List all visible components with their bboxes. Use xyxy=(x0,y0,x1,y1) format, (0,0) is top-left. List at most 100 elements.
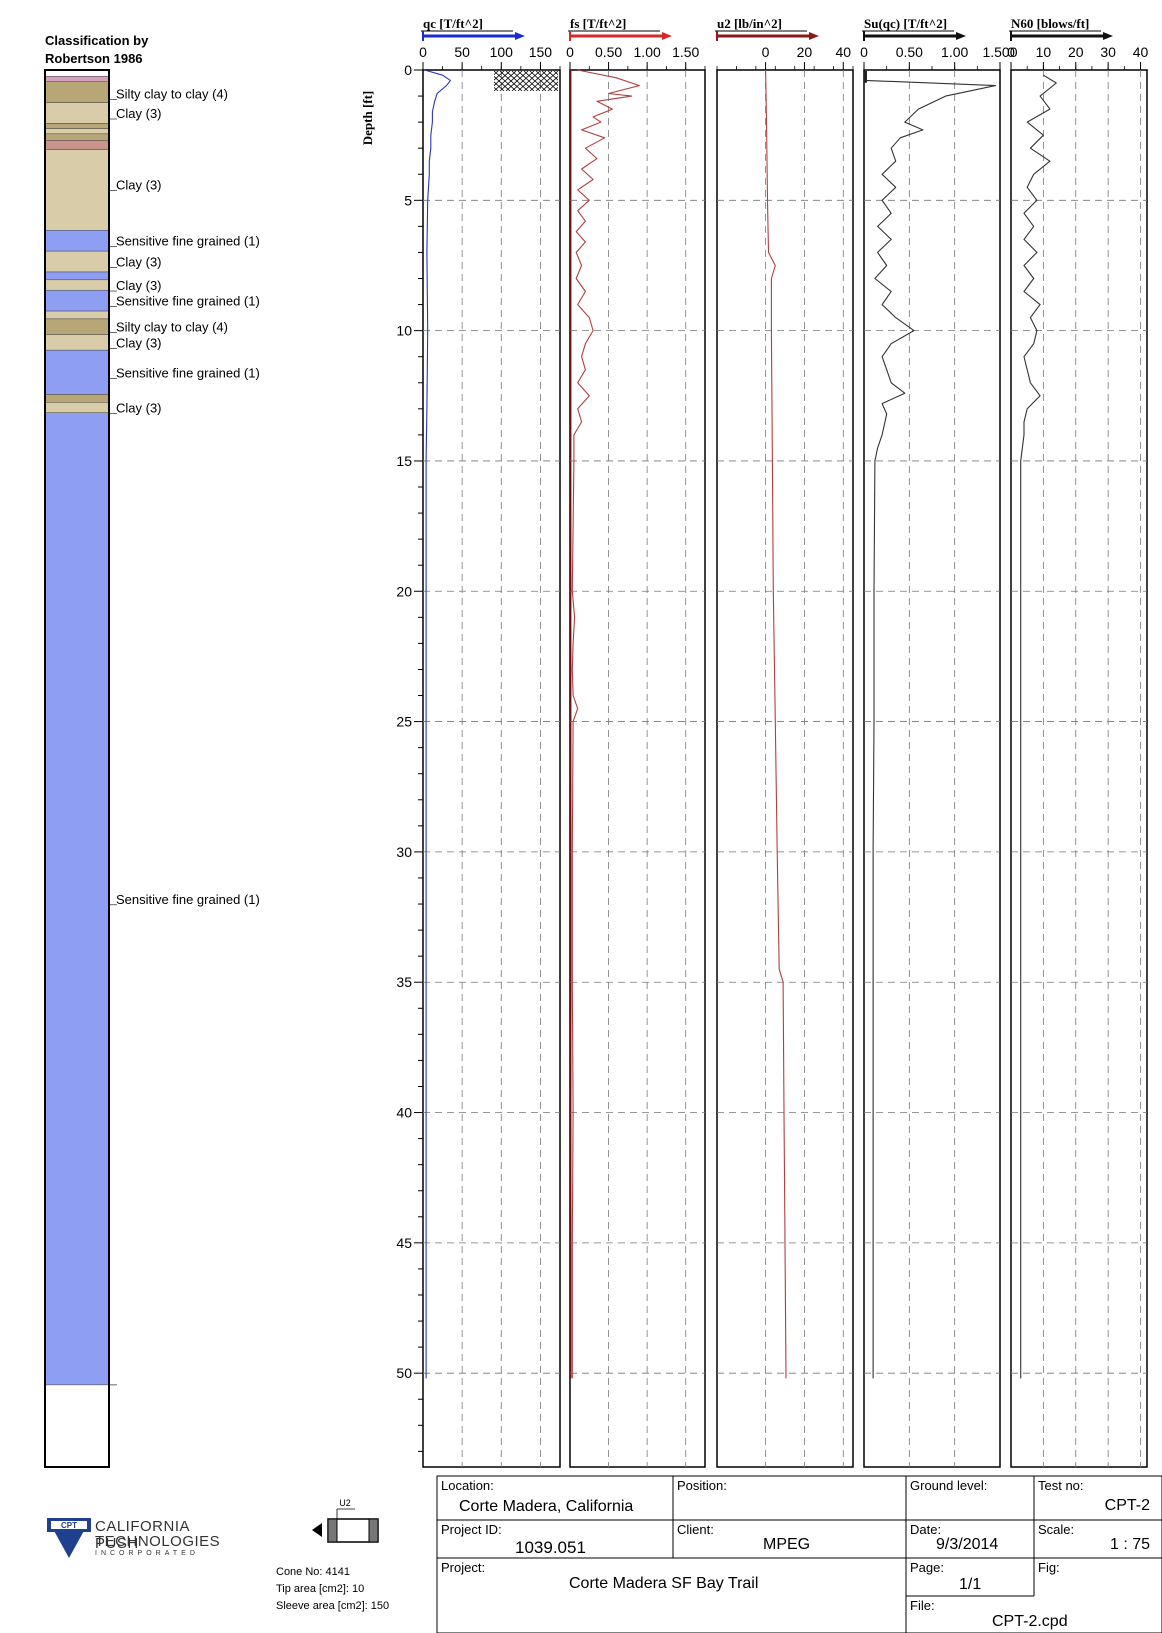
soil-layer-10 xyxy=(44,250,110,273)
logo-line1: CALIFORNIA PUSH xyxy=(95,1518,190,1552)
soil-layer-1 xyxy=(44,76,110,82)
file-value: CPT-2.cpd xyxy=(992,1613,1068,1630)
soil-layer-14 xyxy=(44,310,110,320)
cone-number: Cone No: 4141 xyxy=(276,1566,350,1578)
soil-label-8: Clay (3) xyxy=(116,335,162,350)
cone-icon: U2 xyxy=(312,1498,379,1543)
position-label: Position: xyxy=(677,1478,727,1493)
hatch-line xyxy=(464,71,486,91)
hatch-lines xyxy=(464,71,594,91)
soil-layer-2 xyxy=(44,81,110,103)
hatch-line xyxy=(547,81,558,91)
soil-layer-17 xyxy=(44,349,110,395)
panel-arrow-head-1 xyxy=(662,32,672,40)
panel-title-3: Su(qc) [T/ft^2] xyxy=(864,16,947,31)
hatch-line xyxy=(494,71,517,91)
classification-title-line2: Robertson 1986 xyxy=(45,51,143,66)
soil-label-10: Clay (3) xyxy=(116,401,162,416)
panel-frame-0 xyxy=(422,69,561,1468)
panel-frame-4 xyxy=(1010,69,1148,1468)
soil-label-2: Clay (3) xyxy=(116,178,162,193)
xtick-label-4-4: 40 xyxy=(1133,44,1149,60)
depth-tick-label-40: 40 xyxy=(396,1105,412,1121)
xtick-label-3-3: 1.500 xyxy=(982,44,1017,60)
panel-arrow-head-0 xyxy=(515,32,525,40)
xtick-label-2-1: 20 xyxy=(797,44,813,60)
title-block-grid xyxy=(436,1475,1162,1633)
soil-layer-12 xyxy=(44,279,110,291)
hatch-line xyxy=(535,71,558,91)
soil-label-1: Clay (3) xyxy=(116,106,162,121)
soil-layer-7 xyxy=(44,140,110,150)
soil-label-6: Sensitive fine grained (1) xyxy=(116,294,260,309)
test-no-value: CPT-2 xyxy=(1104,1497,1150,1514)
soil-layer-9 xyxy=(44,230,110,252)
classification-column xyxy=(44,69,110,1468)
panel-arrow-head-3 xyxy=(956,32,966,40)
depth-tick-label-10: 10 xyxy=(396,323,412,339)
company-logo: CPT CALIFORNIA PUSH TECHNOLOGIES INCORPO… xyxy=(45,1516,225,1560)
hatch-line xyxy=(529,71,553,91)
xtick-label-1-2: 1.00 xyxy=(634,44,661,60)
cone-info: Cone No: 4141 Tip area [cm2]: 10 Sleeve … xyxy=(276,1564,389,1615)
xtick-label-2-2: 40 xyxy=(835,44,851,60)
page-value: 1/1 xyxy=(959,1576,982,1593)
location-value: Corte Madera, California xyxy=(459,1498,634,1515)
panel-frame-2 xyxy=(716,69,854,1468)
scale-value: 1 : 75 xyxy=(1109,1536,1150,1553)
xtick-label-0-1: 50 xyxy=(454,44,470,60)
scale-label: Scale: xyxy=(1038,1522,1075,1537)
project-label: Project: xyxy=(441,1560,486,1575)
depth-tick-label-30: 30 xyxy=(396,844,412,860)
hatch-line xyxy=(494,81,505,91)
hatch-line xyxy=(523,71,547,91)
qc-hatch-marker xyxy=(464,71,594,91)
depth-tick-label-50: 50 xyxy=(396,1365,412,1381)
xtick-label-4-3: 30 xyxy=(1100,44,1116,60)
depth-tick-label-15: 15 xyxy=(396,453,412,469)
cell-project: Project: Corte Madera SF Bay Trail xyxy=(437,1558,906,1633)
ground-level-label: Ground level: xyxy=(910,1478,988,1493)
hatch-line xyxy=(494,86,499,91)
soil-layer-13 xyxy=(44,289,110,312)
series-line-4 xyxy=(1020,74,1057,1379)
cpt-badge-icon: CPT xyxy=(47,1518,91,1558)
cell-client: Client: MPEG xyxy=(673,1520,906,1558)
cell-page: Page: 1/1 xyxy=(906,1558,1034,1596)
hatch-line xyxy=(553,71,558,76)
panel-title-1: fs [T/ft^2] xyxy=(570,16,626,31)
logo-badge: CPT xyxy=(61,1521,77,1530)
hatch-line xyxy=(499,71,523,91)
panel-arrow-head-4 xyxy=(1103,32,1113,40)
date-label: Date: xyxy=(910,1522,942,1537)
hatch-line xyxy=(494,71,505,81)
hatch-line xyxy=(572,71,594,91)
soil-layer-18 xyxy=(44,394,110,403)
cell-test-no: Test no: CPT-2 xyxy=(1034,1476,1162,1520)
classification-frame xyxy=(44,69,110,1468)
fig-label: Fig: xyxy=(1038,1560,1060,1575)
depth-tick-label-35: 35 xyxy=(396,974,412,990)
xtick-label-0-3: 150 xyxy=(529,44,553,60)
xtick-label-4-1: 10 xyxy=(1036,44,1052,60)
hatch-line xyxy=(494,71,499,76)
series-line-2 xyxy=(765,69,787,1379)
client-value: MPEG xyxy=(763,1536,811,1553)
soil-layer-6 xyxy=(44,133,110,141)
client-label: Client: xyxy=(677,1522,714,1537)
soil-layer-5 xyxy=(44,128,110,135)
logo-line2: TECHNOLOGIES xyxy=(95,1533,221,1550)
panel-2: 0 20 40 u2 [lb/in^2] xyxy=(715,16,854,1468)
soil-label-7: Silty clay to clay (4) xyxy=(116,320,228,335)
soil-label-3: Sensitive fine grained (1) xyxy=(116,234,260,249)
panel-3: 0 0.50 1.00 1.500 Su(qc) [T/ft^2] xyxy=(860,16,1018,1468)
hatch-line xyxy=(517,71,541,91)
panel-4: 0 10 20 30 40 N60 [blows/ft] xyxy=(1007,16,1149,1468)
su-predrill-marker xyxy=(864,71,867,83)
cell-position: Position: xyxy=(673,1476,906,1520)
cell-location: Location: Corte Madera, California xyxy=(437,1476,673,1520)
xtick-label-3-2: 1.00 xyxy=(941,44,968,60)
soil-layer-8 xyxy=(44,149,110,231)
